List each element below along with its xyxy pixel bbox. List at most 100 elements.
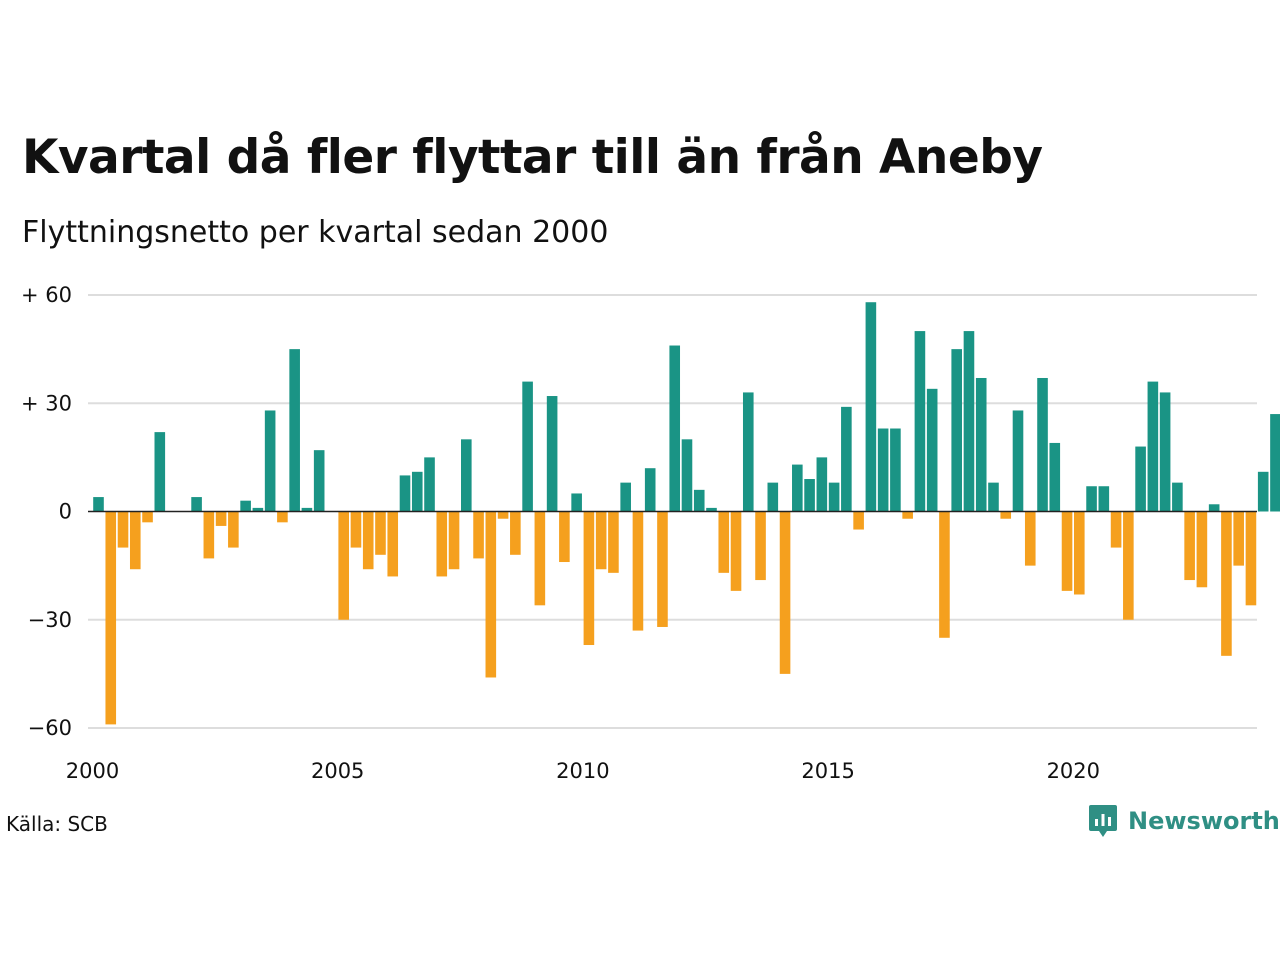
bar bbox=[1159, 392, 1171, 512]
bar bbox=[1208, 504, 1220, 512]
bar bbox=[988, 482, 999, 512]
bar bbox=[755, 511, 766, 581]
bar bbox=[1221, 511, 1232, 656]
bar bbox=[387, 511, 399, 577]
bar bbox=[804, 479, 815, 512]
x-tick-labels: 2000 2005 2010 2015 2020 bbox=[66, 759, 1100, 783]
bar bbox=[902, 511, 913, 519]
y-tick-labels: + 60 + 30 0 −30 −60 bbox=[21, 283, 72, 740]
bar bbox=[1257, 471, 1269, 512]
bar bbox=[399, 475, 411, 512]
bar bbox=[939, 511, 950, 638]
chart-subtitle: Flyttningsnetto per kvartal sedan 2000 bbox=[22, 215, 609, 250]
bar bbox=[1245, 511, 1257, 606]
bar bbox=[559, 511, 570, 563]
bar bbox=[975, 377, 987, 512]
bar bbox=[1184, 511, 1195, 581]
bar bbox=[1135, 446, 1146, 512]
grid-lines bbox=[88, 294, 1257, 729]
bar bbox=[742, 392, 754, 512]
bar bbox=[583, 511, 595, 646]
bar bbox=[1049, 442, 1061, 512]
bar bbox=[105, 511, 117, 725]
bar bbox=[277, 511, 288, 523]
bar bbox=[510, 511, 521, 555]
bar bbox=[926, 388, 938, 512]
y-tick-label: + 60 bbox=[21, 283, 72, 307]
x-tick-label: 2015 bbox=[801, 759, 854, 783]
bar bbox=[1074, 511, 1085, 595]
y-tick-label: 0 bbox=[59, 500, 72, 524]
bar bbox=[1147, 381, 1159, 512]
x-tick-label: 2010 bbox=[556, 759, 609, 783]
bar bbox=[240, 500, 251, 512]
x-tick-label: 2000 bbox=[66, 759, 119, 783]
bar bbox=[1098, 486, 1110, 512]
bar bbox=[608, 511, 619, 573]
bar bbox=[473, 511, 484, 559]
bar bbox=[841, 406, 852, 512]
bar bbox=[252, 507, 264, 512]
bar bbox=[657, 511, 668, 627]
bar bbox=[792, 464, 803, 512]
bar bbox=[203, 511, 215, 559]
bar bbox=[571, 493, 582, 512]
bar bbox=[718, 511, 730, 573]
bar bbox=[1012, 410, 1024, 512]
bar bbox=[644, 468, 656, 512]
bar bbox=[289, 349, 300, 512]
bar bbox=[620, 482, 631, 512]
chart-title: Kvartal då fler flyttar till än från Ane… bbox=[22, 130, 1043, 185]
bar bbox=[313, 450, 325, 512]
newsworthy-logo-icon bbox=[1089, 805, 1117, 837]
bar bbox=[890, 428, 901, 512]
bar bbox=[767, 482, 779, 512]
bar bbox=[117, 511, 129, 548]
bar bbox=[681, 439, 693, 512]
x-tick-label: 2020 bbox=[1047, 759, 1100, 783]
bar bbox=[1196, 511, 1208, 588]
y-tick-label: + 30 bbox=[21, 391, 72, 415]
bar bbox=[338, 511, 349, 620]
bar bbox=[375, 511, 386, 555]
source-note: Källa: SCB bbox=[6, 812, 108, 836]
bar bbox=[522, 381, 533, 512]
bar bbox=[154, 432, 166, 512]
bar bbox=[730, 511, 742, 591]
brand-name: Newsworthy bbox=[1128, 807, 1280, 835]
bar bbox=[816, 457, 828, 512]
bar bbox=[779, 511, 791, 674]
bar bbox=[350, 511, 362, 548]
bar bbox=[497, 511, 509, 519]
bar bbox=[1172, 482, 1183, 512]
bar bbox=[1123, 511, 1134, 620]
bar bbox=[228, 511, 239, 548]
bar bbox=[424, 457, 435, 512]
bars bbox=[93, 302, 1280, 725]
bar bbox=[693, 489, 705, 512]
bar bbox=[963, 331, 975, 512]
bar bbox=[1233, 511, 1244, 566]
bar bbox=[461, 439, 472, 512]
bar bbox=[1000, 511, 1012, 519]
bar bbox=[1270, 414, 1280, 512]
y-tick-label: −60 bbox=[28, 716, 72, 740]
x-tick-label: 2005 bbox=[311, 759, 364, 783]
bar bbox=[142, 511, 153, 523]
bar bbox=[1110, 511, 1122, 548]
bar bbox=[865, 302, 877, 512]
bar bbox=[362, 511, 374, 570]
y-tick-label: −30 bbox=[28, 608, 72, 632]
brand-logo: Newsworthy bbox=[1088, 803, 1280, 839]
bar bbox=[1024, 511, 1036, 566]
bar bbox=[951, 349, 962, 512]
bar bbox=[1086, 486, 1097, 512]
bar bbox=[669, 345, 681, 512]
bar bbox=[215, 511, 227, 526]
bar bbox=[485, 511, 497, 678]
bar bbox=[534, 511, 546, 606]
bar bbox=[448, 511, 460, 570]
bar bbox=[595, 511, 607, 570]
bar bbox=[706, 507, 717, 512]
